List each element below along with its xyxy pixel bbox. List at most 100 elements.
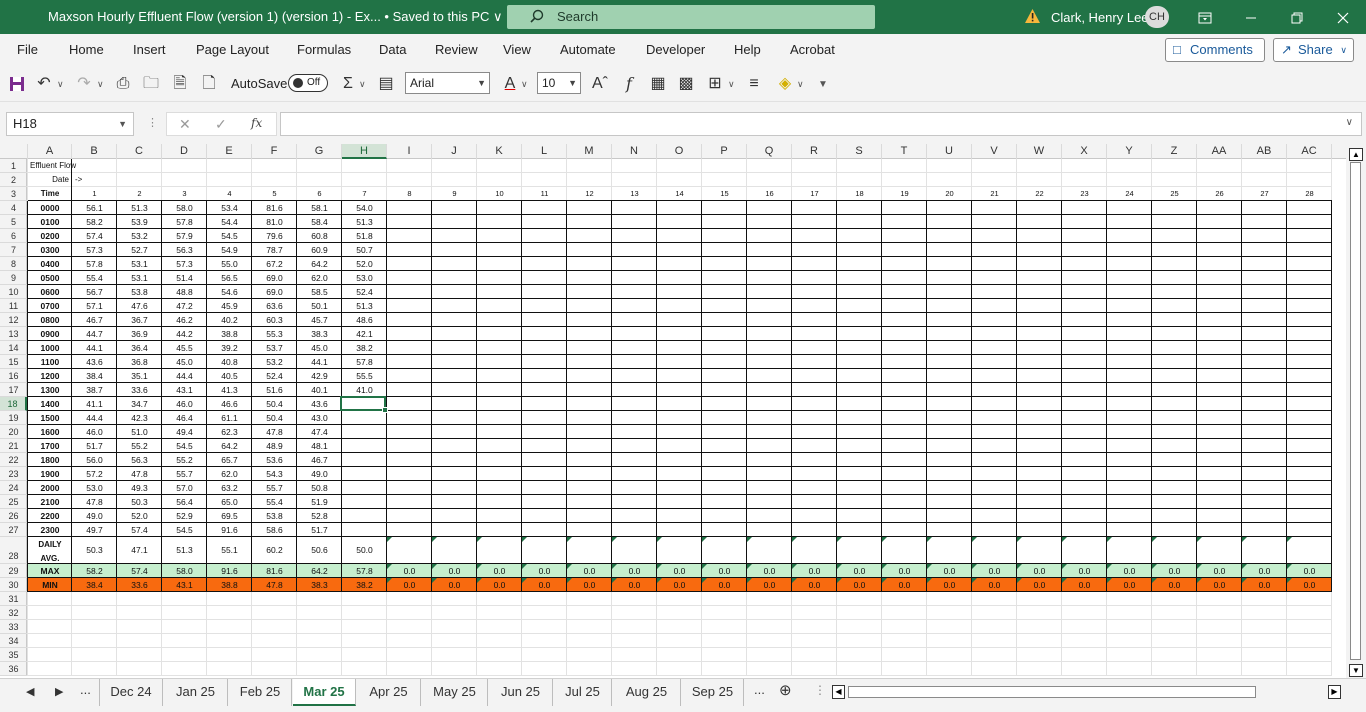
flow-value[interactable]: 55.2 bbox=[131, 441, 148, 451]
flow-value[interactable]: 78.7 bbox=[266, 245, 283, 255]
row-header-9[interactable]: 9 bbox=[0, 271, 27, 285]
flow-value[interactable]: 55.2 bbox=[176, 455, 193, 465]
max-value[interactable]: 0.0 bbox=[493, 566, 506, 576]
column-header-s[interactable]: S bbox=[837, 144, 882, 159]
autosum-dropdown-icon[interactable]: ∨ bbox=[359, 79, 366, 89]
flow-value[interactable]: 49.0 bbox=[311, 469, 328, 479]
insert-chart-icon[interactable]: ▦ bbox=[650, 75, 666, 92]
open-folder-icon[interactable]: 🗀 bbox=[142, 75, 159, 92]
column-header-u[interactable]: U bbox=[927, 144, 972, 159]
row-header-1[interactable]: 1 bbox=[0, 159, 27, 173]
flow-value[interactable]: 47.8 bbox=[86, 497, 103, 507]
error-indicator-icon[interactable] bbox=[837, 564, 842, 569]
day-number[interactable]: 26 bbox=[1215, 189, 1224, 198]
error-indicator-icon[interactable] bbox=[432, 564, 437, 569]
min-value[interactable]: 0.0 bbox=[943, 580, 956, 590]
flow-value[interactable]: 64.2 bbox=[311, 259, 328, 269]
flow-value[interactable]: 43.1 bbox=[176, 385, 193, 395]
sheet-tab-mar-25[interactable]: Mar 25 bbox=[293, 679, 356, 706]
flow-value[interactable]: 51.3 bbox=[131, 203, 148, 213]
flow-value[interactable]: 51.3 bbox=[356, 217, 373, 227]
daily-avg-value[interactable]: 50.3 bbox=[86, 545, 103, 555]
error-indicator-icon[interactable] bbox=[657, 537, 662, 542]
row-header-5[interactable]: 5 bbox=[0, 215, 27, 229]
error-indicator-icon[interactable] bbox=[792, 578, 797, 583]
error-indicator-icon[interactable] bbox=[1152, 564, 1157, 569]
flow-value[interactable]: 50.7 bbox=[356, 245, 373, 255]
tab-scroll-right-icon[interactable]: ▶ bbox=[55, 686, 64, 698]
max-value[interactable]: 0.0 bbox=[898, 566, 911, 576]
max-value[interactable]: 57.4 bbox=[131, 566, 148, 576]
horizontal-scrollbar[interactable]: ◀ ▶ bbox=[832, 685, 1344, 699]
error-indicator-icon[interactable] bbox=[1152, 578, 1157, 583]
flow-value[interactable]: 56.4 bbox=[176, 497, 193, 507]
column-header-v[interactable]: V bbox=[972, 144, 1017, 159]
min-value[interactable]: 0.0 bbox=[763, 580, 776, 590]
tab-splitter-icon[interactable]: ⋮ bbox=[814, 683, 826, 697]
flow-value[interactable]: 49.0 bbox=[86, 511, 103, 521]
column-header-x[interactable]: X bbox=[1062, 144, 1107, 159]
row-header-29[interactable]: 29 bbox=[0, 564, 27, 578]
column-header-w[interactable]: W bbox=[1017, 144, 1062, 159]
row-header-8[interactable]: 8 bbox=[0, 257, 27, 271]
hour-label[interactable]: 0300 bbox=[40, 245, 60, 255]
day-number[interactable]: 19 bbox=[900, 189, 909, 198]
error-indicator-icon[interactable] bbox=[927, 578, 932, 583]
daily-avg-value[interactable]: 55.1 bbox=[221, 545, 238, 555]
select-all-corner[interactable] bbox=[0, 144, 28, 159]
flow-value[interactable]: 56.3 bbox=[176, 245, 193, 255]
menu-review[interactable]: Review bbox=[435, 42, 478, 57]
flow-value[interactable]: 38.8 bbox=[221, 329, 238, 339]
flow-value[interactable]: 54.6 bbox=[221, 287, 238, 297]
daily-avg-value[interactable]: 50.0 bbox=[356, 545, 373, 555]
column-header-r[interactable]: R bbox=[792, 144, 837, 159]
min-value[interactable]: 0.0 bbox=[853, 580, 866, 590]
hour-label[interactable]: 0000 bbox=[40, 203, 60, 213]
selected-cell[interactable] bbox=[340, 396, 388, 413]
min-value[interactable]: 38.3 bbox=[311, 580, 328, 590]
add-sheet-icon[interactable]: ⊕ bbox=[779, 682, 792, 699]
menu-help[interactable]: Help bbox=[734, 42, 761, 57]
flow-value[interactable]: 60.3 bbox=[266, 315, 283, 325]
sheet-tab-may-25[interactable]: May 25 bbox=[422, 679, 488, 706]
max-value[interactable]: 0.0 bbox=[1078, 566, 1091, 576]
flow-value[interactable]: 46.4 bbox=[176, 413, 193, 423]
flow-value[interactable]: 63.2 bbox=[221, 483, 238, 493]
flow-value[interactable]: 47.2 bbox=[176, 301, 193, 311]
row-header-7[interactable]: 7 bbox=[0, 243, 27, 257]
error-indicator-icon[interactable] bbox=[387, 537, 392, 542]
flow-value[interactable]: 42.1 bbox=[356, 329, 373, 339]
flow-value[interactable]: 57.8 bbox=[356, 357, 373, 367]
min-value[interactable]: 0.0 bbox=[1258, 580, 1271, 590]
day-number[interactable]: 12 bbox=[585, 189, 594, 198]
column-header-a[interactable]: A bbox=[28, 144, 72, 159]
error-indicator-icon[interactable] bbox=[522, 578, 527, 583]
error-indicator-icon[interactable] bbox=[1242, 537, 1247, 542]
error-indicator-icon[interactable] bbox=[477, 564, 482, 569]
error-indicator-icon[interactable] bbox=[1062, 564, 1067, 569]
menu-formulas[interactable]: Formulas bbox=[297, 42, 352, 57]
flow-value[interactable]: 57.3 bbox=[86, 245, 103, 255]
flow-value[interactable]: 46.7 bbox=[86, 315, 103, 325]
fill-handle[interactable] bbox=[382, 407, 388, 413]
min-value[interactable]: 0.0 bbox=[448, 580, 461, 590]
max-value[interactable]: 58.0 bbox=[176, 566, 193, 576]
font-color-dropdown-icon[interactable]: ∨ bbox=[521, 79, 528, 89]
error-indicator-icon[interactable] bbox=[972, 564, 977, 569]
row-header-27[interactable]: 27 bbox=[0, 523, 27, 537]
min-value[interactable]: 0.0 bbox=[1078, 580, 1091, 590]
flow-value[interactable]: 51.0 bbox=[131, 427, 148, 437]
flow-value[interactable]: 36.4 bbox=[131, 343, 148, 353]
tabs-more-left[interactable]: ... bbox=[80, 682, 91, 697]
flow-value[interactable]: 46.6 bbox=[221, 399, 238, 409]
flow-value[interactable]: 45.0 bbox=[176, 357, 193, 367]
error-indicator-icon[interactable] bbox=[1107, 578, 1112, 583]
error-indicator-icon[interactable] bbox=[972, 537, 977, 542]
day-number[interactable]: 13 bbox=[630, 189, 639, 198]
flow-value[interactable]: 58.4 bbox=[311, 217, 328, 227]
max-value[interactable]: 81.6 bbox=[266, 566, 283, 576]
min-value[interactable]: 0.0 bbox=[538, 580, 551, 590]
min-value[interactable]: 0.0 bbox=[1123, 580, 1136, 590]
align-center-icon[interactable]: ≡ bbox=[749, 75, 759, 92]
max-value[interactable]: 0.0 bbox=[1123, 566, 1136, 576]
